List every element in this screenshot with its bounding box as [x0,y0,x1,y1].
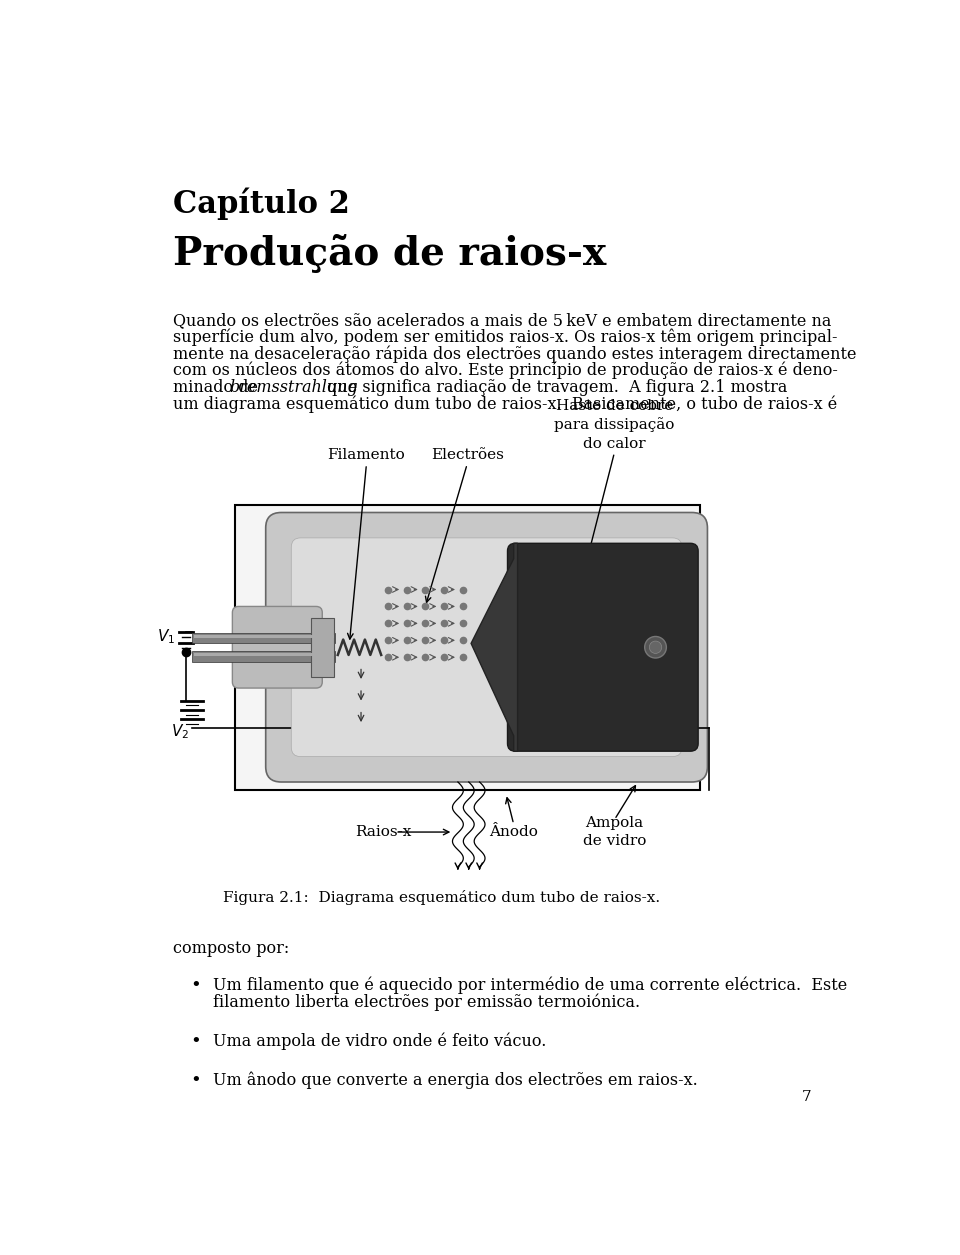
Text: 7: 7 [802,1089,811,1104]
Text: um diagrama esquemático dum tubo de raios-x.  Basicamente, o tubo de raios-x é: um diagrama esquemático dum tubo de raio… [173,395,837,413]
FancyBboxPatch shape [291,538,682,757]
Text: Electrões: Electrões [431,448,504,462]
Text: que significa radiação de travagem.  A figura 2.1 mostra: que significa radiação de travagem. A fi… [322,379,787,395]
Text: •: • [191,1033,202,1050]
Text: Um ânodo que converte a energia dos electrões em raios-x.: Um ânodo que converte a energia dos elec… [213,1072,698,1089]
Text: Uma ampola de vidro onde é feito vácuo.: Uma ampola de vidro onde é feito vácuo. [213,1033,546,1050]
Bar [194,635,334,638]
Text: filamento liberta electrões por emissão termoiónica.: filamento liberta electrões por emissão … [213,994,640,1010]
Text: Um filamento que é aquecido por intermédio de uma corrente eléctrica.  Este: Um filamento que é aquecido por interméd… [213,976,848,994]
Bar [194,654,334,656]
Text: Ampola
de vidro: Ampola de vidro [583,816,646,848]
Bar [234,505,700,789]
FancyBboxPatch shape [266,512,708,782]
Text: Ânodo: Ânodo [490,825,539,840]
Text: Raios-x: Raios-x [355,825,411,840]
Circle shape [645,636,666,658]
Text: Produção de raios-x: Produção de raios-x [173,233,606,272]
Text: $V_1$: $V_1$ [156,628,175,646]
Text: com os núcleos dos átomos do alvo. Este princípio de produção de raios-x é deno-: com os núcleos dos átomos do alvo. Este … [173,361,837,379]
Circle shape [649,641,661,654]
Text: bremsstrahlung: bremsstrahlung [229,379,358,395]
FancyBboxPatch shape [232,606,323,688]
Text: superfície dum alvo, podem ser emitidos raios-x. Os raios-x têm origem principal: superfície dum alvo, podem ser emitidos … [173,329,837,346]
Polygon shape [471,543,517,752]
Text: Capítulo 2: Capítulo 2 [173,187,349,220]
Bar [192,633,335,644]
Text: Filamento: Filamento [327,448,405,462]
Text: mente na desaceleração rápida dos electrões quando estes interagem directamente: mente na desaceleração rápida dos electr… [173,345,856,363]
Text: Figura 2.1:  Diagrama esquemático dum tubo de raios-x.: Figura 2.1: Diagrama esquemático dum tub… [223,890,660,905]
Text: •: • [191,1072,202,1089]
Text: $V_2$: $V_2$ [171,722,189,740]
Text: •: • [191,976,202,995]
Text: composto por:: composto por: [173,940,289,956]
Bar [192,651,335,661]
Text: Quando os electrões são acelerados a mais de 5 keV e embatem directamente na: Quando os electrões são acelerados a mai… [173,312,831,329]
Text: minado de: minado de [173,379,263,395]
FancyBboxPatch shape [508,543,698,752]
FancyBboxPatch shape [311,617,334,676]
Text: Haste de cobre
para dissipação
do calor: Haste de cobre para dissipação do calor [554,399,675,451]
